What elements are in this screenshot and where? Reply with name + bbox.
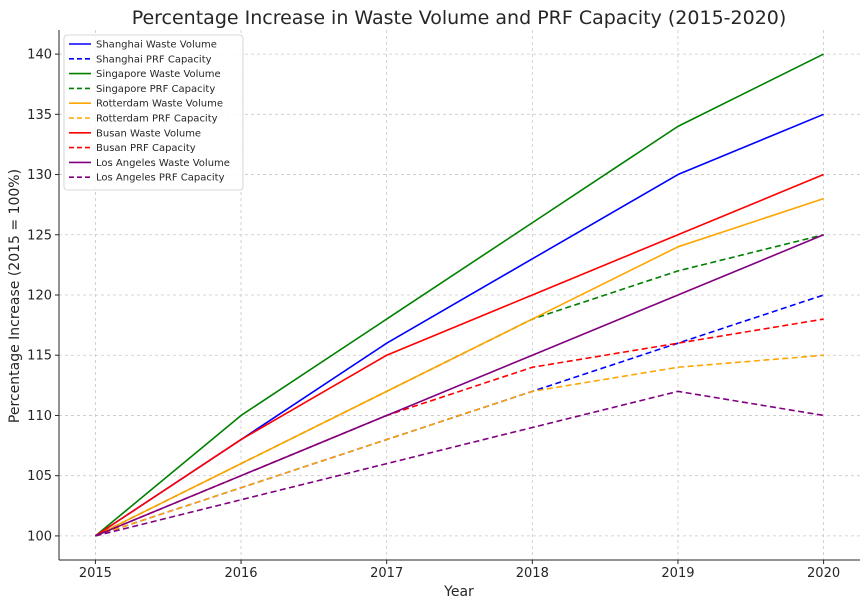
series-line-rotterdam-prf-capacity [95,354,824,537]
y-tick-label: 130 [27,168,52,183]
x-tick-label: 2018 [516,566,549,581]
x-tick-label: 2017 [370,566,403,581]
legend: Shanghai Waste Volume Shanghai PRF Capaci… [63,34,244,191]
legend-label: Shanghai Waste Volume [96,40,217,51]
y-tick-label: 100 [27,529,52,544]
series-layer [94,53,824,537]
series-line-los-angeles-prf-capacity [95,390,824,537]
x-tick-label: 2015 [79,566,112,581]
chart-title: Percentage Increase in Waste Volume and … [132,7,787,29]
series-line-busan-waste-volume [94,173,824,537]
legend-label: Los Angeles PRF Capacity [96,173,225,184]
legend-label: Singapore PRF Capacity [96,84,215,95]
y-tick-label: 110 [27,409,52,424]
x-axis-label: Year [443,584,474,600]
series-line-los-angeles-waste-volume [95,234,824,537]
legend-box [63,34,244,191]
legend-label: Shanghai PRF Capacity [96,54,212,65]
x-tick-label: 2019 [661,566,694,581]
series-line-rotterdam-waste-volume [95,197,824,537]
y-tick-label: 140 [27,48,52,63]
legend-label: Los Angeles Waste Volume [96,158,230,169]
series-line-singapore-waste-volume [94,53,824,537]
y-tick-label: 120 [27,289,52,304]
x-tick-label: 2016 [224,566,257,581]
legend-label: Singapore Waste Volume [96,69,221,80]
axes: 2015 2016 2017 2018 2019 2020 100 105 110 115 120 1… [27,30,860,581]
series-line-busan-prf-capacity [95,318,824,537]
legend-label: Rotterdam PRF Capacity [96,114,218,125]
legend-label: Busan Waste Volume [96,128,201,139]
y-tick-label: 105 [27,469,52,484]
x-tick-label: 2020 [807,566,840,581]
legend-label: Rotterdam Waste Volume [96,99,223,110]
y-tick-label: 115 [27,349,52,364]
y-tick-label: 125 [27,228,52,243]
y-tick-label: 135 [27,108,52,123]
legend-label: Busan PRF Capacity [96,143,196,154]
y-axis-label: Percentage Increase (2015 = 100%) [7,169,23,423]
